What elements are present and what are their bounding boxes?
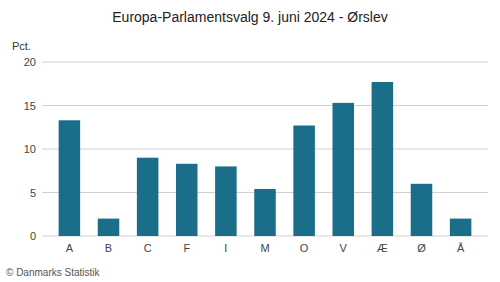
x-tick-label: Æ bbox=[377, 242, 388, 254]
grid-line bbox=[42, 149, 488, 150]
x-tick-label: Å bbox=[457, 242, 465, 254]
y-axis-label: Pct. bbox=[12, 40, 31, 52]
x-tick-label: Ø bbox=[417, 242, 426, 254]
x-tick-label: M bbox=[260, 242, 269, 254]
bar bbox=[372, 82, 394, 236]
x-tick-label: O bbox=[300, 242, 309, 254]
x-tick-label: B bbox=[105, 242, 112, 254]
bar bbox=[293, 126, 315, 236]
bar bbox=[98, 219, 120, 236]
x-tick-label: A bbox=[66, 242, 74, 254]
grid-line bbox=[42, 105, 488, 106]
y-tick-label: 0 bbox=[30, 230, 36, 242]
grid-line bbox=[42, 62, 488, 63]
y-tick-label: 20 bbox=[24, 56, 36, 68]
bar bbox=[411, 184, 433, 236]
chart: Europa-Parlamentsvalg 9. juni 2024 - Ørs… bbox=[0, 0, 500, 282]
title: Europa-Parlamentsvalg 9. juni 2024 - Ørs… bbox=[112, 9, 387, 25]
bar bbox=[137, 158, 159, 236]
bar bbox=[59, 120, 81, 236]
bar bbox=[215, 166, 237, 236]
y-tick-label: 10 bbox=[24, 143, 36, 155]
bar bbox=[254, 189, 276, 236]
x-tick-label: F bbox=[183, 242, 190, 254]
grid bbox=[42, 62, 488, 236]
bar bbox=[450, 219, 472, 236]
y-tick-label: 15 bbox=[24, 100, 36, 112]
bar bbox=[332, 103, 354, 236]
footer: © Danmarks Statistik bbox=[6, 267, 101, 278]
y-tick-label: 5 bbox=[30, 187, 36, 199]
x-tick-label: I bbox=[224, 242, 227, 254]
chart-container: Europa-Parlamentsvalg 9. juni 2024 - Ørs… bbox=[0, 0, 500, 282]
bar bbox=[176, 164, 198, 236]
x-tick-label: C bbox=[144, 242, 152, 254]
x-tick-label: V bbox=[340, 242, 348, 254]
bars bbox=[59, 82, 472, 236]
